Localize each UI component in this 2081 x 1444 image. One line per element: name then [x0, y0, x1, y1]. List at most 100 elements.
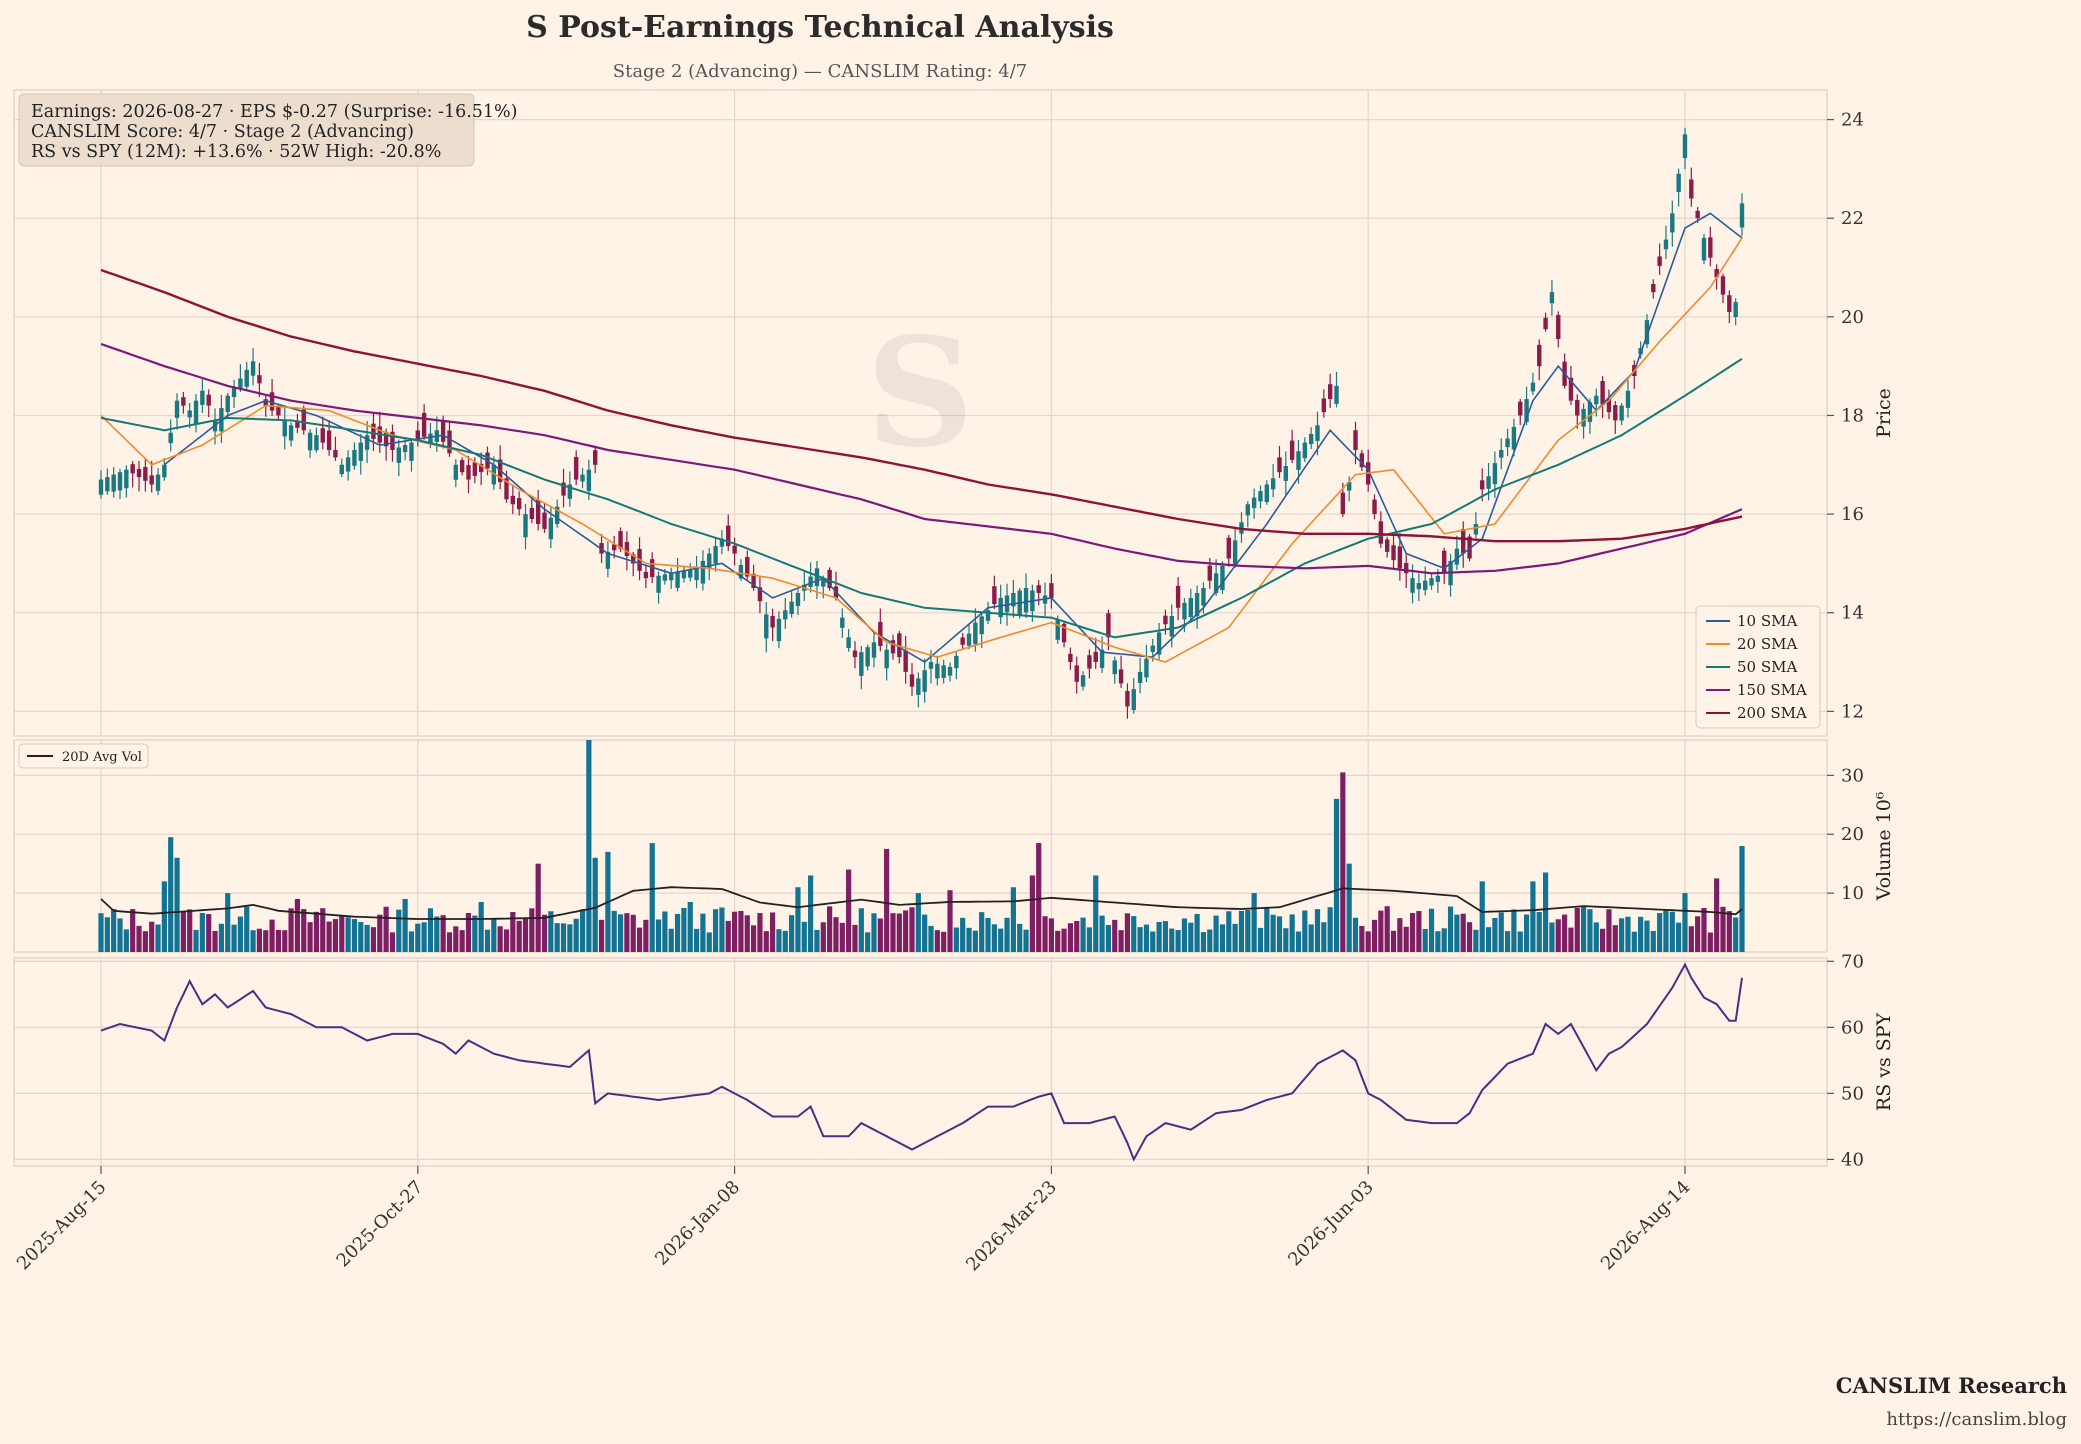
candle-body: [1524, 399, 1529, 422]
candle-body: [675, 572, 680, 588]
volume-bar: [288, 908, 294, 952]
volume-bar: [655, 919, 662, 952]
candle-body: [1423, 580, 1428, 591]
volume-bar: [225, 893, 231, 952]
candle-body: [1537, 344, 1542, 367]
candle-body: [295, 420, 300, 428]
candle-body: [1308, 433, 1314, 445]
volume-bar: [1055, 930, 1061, 952]
volume-bar: [662, 911, 668, 952]
volume-bar: [1023, 929, 1029, 952]
volume-bar: [1219, 924, 1226, 952]
candle-body: [1518, 401, 1523, 416]
volume-bar: [155, 924, 161, 952]
candle-body: [1087, 655, 1092, 669]
volume-bar: [814, 929, 820, 952]
volume-bar: [1308, 924, 1314, 952]
volume-axis-label: Volume 10⁶: [1873, 791, 1895, 901]
volume-bar: [586, 740, 592, 952]
price-ytick-label: 12: [1841, 701, 1864, 722]
volume-bar: [142, 931, 148, 952]
volume-bar: [282, 930, 288, 952]
volume-bar: [1289, 914, 1295, 952]
volume-bar: [1650, 930, 1656, 952]
volume-bar: [1555, 919, 1561, 952]
volume-bar: [1131, 916, 1137, 952]
volume-bar: [301, 909, 307, 952]
volume-axis-unit: 10⁶: [1873, 791, 1895, 823]
candle-body: [973, 622, 978, 645]
volume-bar: [1112, 919, 1118, 952]
volume-bar: [231, 924, 237, 952]
volume-bar: [1428, 908, 1435, 952]
candle-body: [1625, 390, 1631, 408]
candle-body: [390, 431, 395, 450]
candle-body: [669, 573, 674, 581]
volume-bar: [187, 909, 193, 952]
volume-bar: [244, 906, 250, 952]
candle-body: [1080, 675, 1086, 687]
candle-body: [130, 464, 135, 474]
candle-body: [187, 410, 192, 418]
candle-body: [1163, 615, 1168, 625]
candle-body: [415, 430, 420, 441]
chart-title: S Post-Earnings Technical Analysis: [526, 10, 1114, 45]
volume-bar: [776, 929, 782, 952]
candle-body: [998, 597, 1003, 618]
volume-bar: [636, 927, 643, 952]
candle-body: [1093, 651, 1098, 663]
sma10-line: [163, 212, 1743, 663]
candle-body: [1334, 385, 1339, 404]
volume-bar: [871, 913, 877, 952]
candle-body: [428, 433, 433, 443]
candle-body: [333, 450, 338, 458]
candle-body: [124, 469, 129, 489]
volume-bar: [674, 913, 681, 952]
volume-bar: [529, 908, 535, 952]
volume-bar: [389, 932, 396, 952]
volume-bar: [1143, 924, 1150, 952]
volume-bar: [199, 912, 205, 952]
volume-bar: [326, 921, 332, 952]
candle-body: [1461, 529, 1466, 554]
volume-bar: [903, 910, 909, 952]
volume-bar: [465, 912, 472, 952]
volume-axis-name: Volume: [1873, 823, 1895, 901]
candle-body: [238, 378, 243, 390]
candle-body: [200, 390, 205, 405]
volume-bar: [789, 915, 795, 952]
volume-bar: [294, 899, 301, 952]
volume-bar: [174, 857, 180, 952]
volume-bar: [1124, 913, 1131, 952]
volume-bar: [643, 919, 649, 952]
candle-body: [985, 610, 991, 621]
volume-bar: [1080, 917, 1086, 952]
candle-body: [1708, 237, 1713, 258]
sma150-line: [100, 342, 1743, 575]
volume-bar: [1314, 909, 1321, 952]
candle-body: [1619, 405, 1624, 421]
volume-bar: [1270, 914, 1276, 952]
candle-body: [770, 615, 775, 628]
candle-body: [383, 432, 389, 447]
candle-body: [1543, 317, 1548, 330]
volume-bar: [1549, 922, 1555, 952]
candle-body: [1144, 658, 1149, 678]
volume-bar: [1612, 925, 1618, 952]
volume-bar: [1162, 921, 1169, 952]
volume-bar: [1200, 932, 1207, 952]
volume-bar: [960, 917, 966, 952]
volume-bar: [1048, 918, 1054, 952]
candle-body: [1606, 398, 1612, 413]
volume-bar: [941, 931, 947, 952]
volume-bar: [1676, 922, 1682, 952]
candle-body: [307, 432, 313, 451]
candle-body: [206, 394, 211, 406]
candle-body: [1416, 583, 1422, 590]
candle-body: [903, 650, 908, 672]
candle-body: [719, 538, 725, 547]
volume-bar: [275, 929, 282, 952]
volume-bar: [1587, 909, 1593, 952]
volume-bar: [1714, 878, 1720, 952]
volume-bar: [966, 927, 972, 952]
